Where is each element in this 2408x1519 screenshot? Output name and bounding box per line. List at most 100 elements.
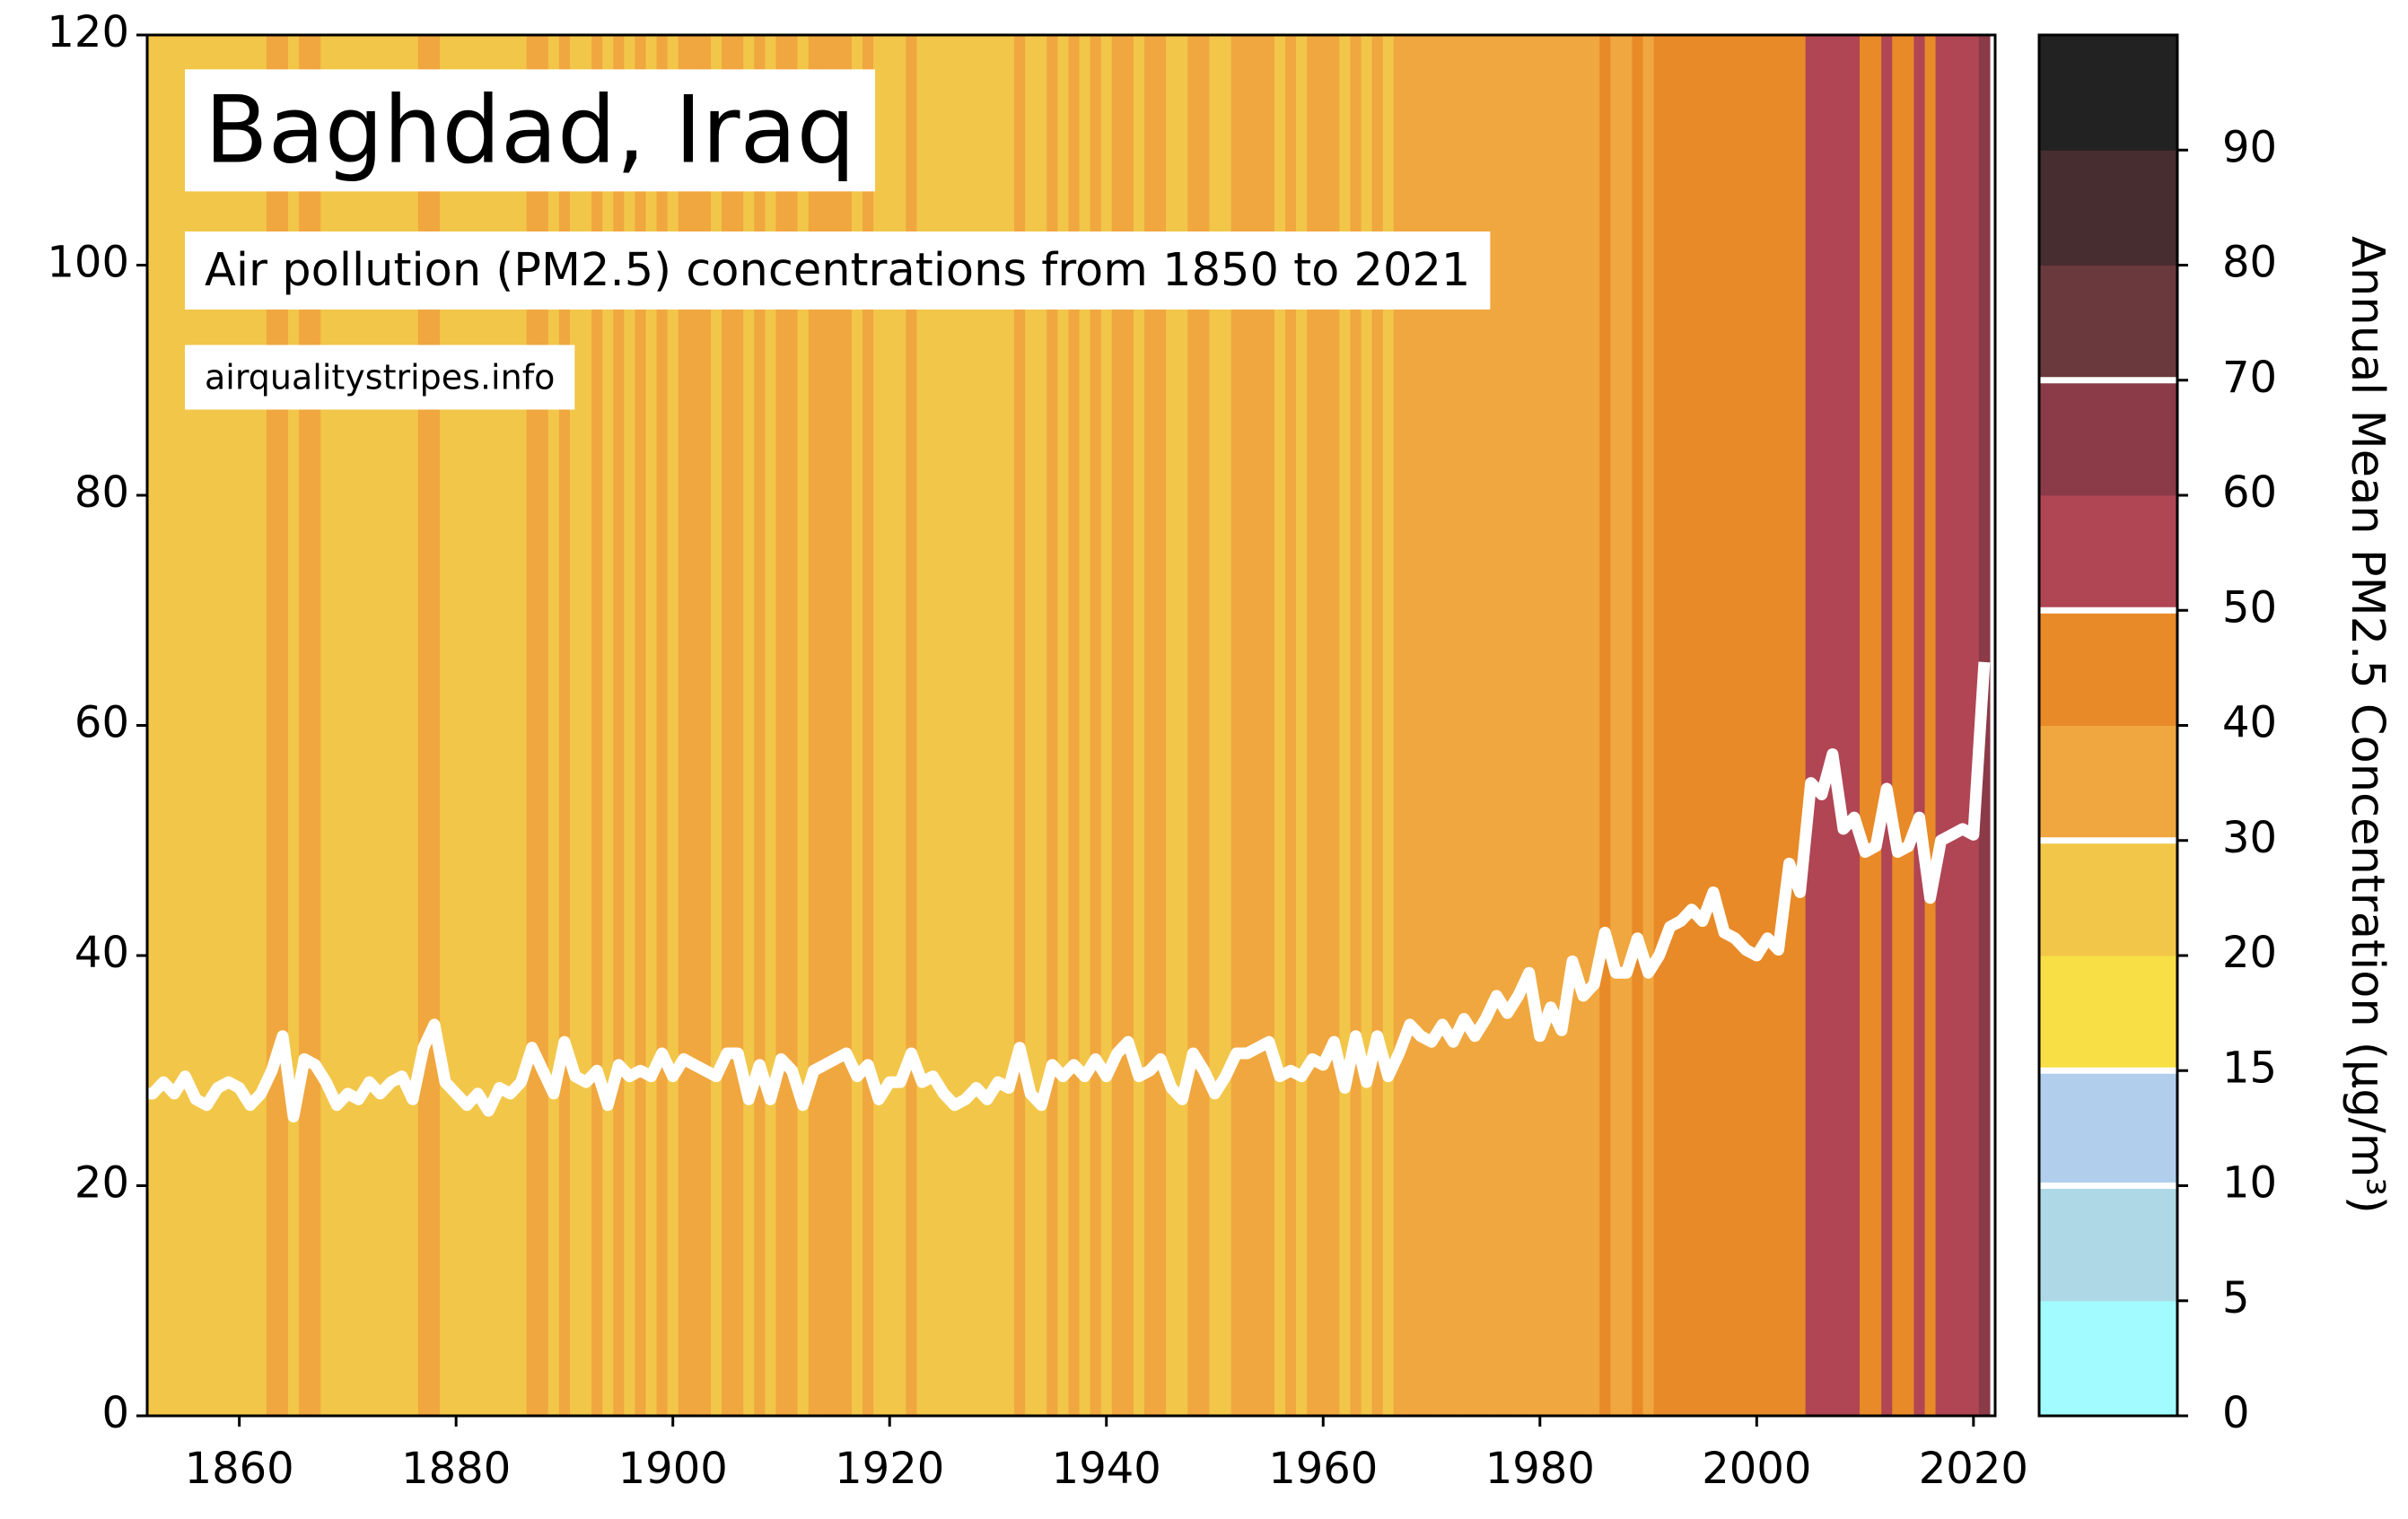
stripe xyxy=(938,35,950,1416)
colorbar-tick-label: 5 xyxy=(2222,1273,2250,1323)
stripe xyxy=(1935,35,1948,1416)
stripe xyxy=(1610,35,1622,1416)
chart-subtitle: Air pollution (PM2.5) concentrations fro… xyxy=(205,244,1470,297)
colorbar-bin xyxy=(2039,380,2177,496)
stripe xyxy=(1653,35,1666,1416)
subtitle-box xyxy=(185,231,1491,310)
stripe xyxy=(873,35,885,1416)
stripe xyxy=(1848,35,1861,1416)
stripe xyxy=(1773,35,1785,1416)
colorbar-bin xyxy=(2039,495,2177,611)
stripe xyxy=(1664,35,1677,1416)
y-tick-label: 80 xyxy=(74,467,129,518)
stripe xyxy=(1621,35,1633,1416)
y-tick-label: 20 xyxy=(74,1158,129,1209)
stripe xyxy=(1946,35,1958,1416)
stripe xyxy=(1480,35,1493,1416)
stripe xyxy=(1252,35,1265,1416)
stripe xyxy=(1816,35,1828,1416)
stripe xyxy=(1783,35,1796,1416)
colorbar-bin xyxy=(2039,840,2177,956)
stripe xyxy=(1762,35,1774,1416)
stripe xyxy=(1686,35,1698,1416)
stripe xyxy=(169,35,180,1416)
stripe xyxy=(1555,35,1568,1416)
x-tick-label: 1920 xyxy=(835,1444,944,1494)
stripe xyxy=(1642,35,1655,1416)
colorbar-tick-label: 0 xyxy=(2222,1388,2250,1438)
stripe xyxy=(1404,35,1416,1416)
stripe xyxy=(981,35,994,1416)
stripe xyxy=(1589,35,1600,1416)
stripe xyxy=(959,35,972,1416)
stripe xyxy=(927,35,940,1416)
stripe xyxy=(1632,35,1644,1416)
stripe xyxy=(1534,35,1546,1416)
stripe xyxy=(1545,35,1557,1416)
stripe xyxy=(1241,35,1254,1416)
stripe xyxy=(1414,35,1427,1416)
x-tick-label: 1880 xyxy=(401,1444,511,1494)
stripe xyxy=(158,35,170,1416)
stripe xyxy=(1881,35,1893,1416)
stripe xyxy=(1967,35,1980,1416)
stripe xyxy=(1913,35,1926,1416)
stripe xyxy=(1826,35,1839,1416)
colorbar-tick-label: 10 xyxy=(2222,1158,2277,1209)
colorbar-tick-label: 50 xyxy=(2222,582,2277,633)
stripe xyxy=(884,35,896,1416)
stripe xyxy=(1578,35,1589,1416)
colorbar-tick-label: 20 xyxy=(2222,928,2277,978)
x-tick-label: 1940 xyxy=(1052,1444,1161,1494)
x-tick-label: 2000 xyxy=(1702,1444,1811,1494)
colorbar-bin xyxy=(2039,1070,2177,1186)
stripe xyxy=(1751,35,1763,1416)
line-group xyxy=(147,661,1991,1123)
stripe xyxy=(970,35,983,1416)
stripe xyxy=(602,35,614,1416)
stripe xyxy=(1696,35,1709,1416)
stripe xyxy=(1469,35,1481,1416)
stripe xyxy=(1318,35,1329,1416)
colorbar-label: Annual Mean PM2.5 Concentration (µg/m³) xyxy=(2341,236,2394,1214)
stripe xyxy=(1502,35,1514,1416)
x-tick-label: 2020 xyxy=(1919,1444,2028,1494)
colorbar-tick-label: 80 xyxy=(2222,238,2277,288)
stripe xyxy=(147,35,159,1416)
y-tick-label: 100 xyxy=(47,238,129,288)
colorbar-tick-label: 60 xyxy=(2222,467,2277,518)
y-tick-label: 60 xyxy=(74,698,129,748)
stripe xyxy=(1805,35,1817,1416)
colorbar-bin xyxy=(2039,1185,2177,1302)
stripe xyxy=(1448,35,1459,1416)
stripe xyxy=(1729,35,1741,1416)
colorbar-bin xyxy=(2039,610,2177,726)
y-tick-label: 120 xyxy=(47,7,129,57)
stripe xyxy=(1458,35,1470,1416)
pm25-line xyxy=(147,661,1991,1123)
colorbar-bin xyxy=(2039,1300,2177,1417)
stripe xyxy=(1491,35,1503,1416)
stripe xyxy=(797,35,810,1416)
colorbar-tick-label: 70 xyxy=(2222,353,2277,403)
stripe xyxy=(1740,35,1752,1416)
x-tick-label: 1860 xyxy=(185,1444,294,1494)
source: airqualitystripes.info xyxy=(205,358,555,397)
stripe xyxy=(1837,35,1850,1416)
colorbar-bin xyxy=(2039,35,2177,151)
colorbar-bin xyxy=(2039,150,2177,266)
x-tick-label: 1960 xyxy=(1268,1444,1378,1494)
title-box xyxy=(185,69,876,192)
colorbar: 0 5 10 15 20 30 40 50 60 70 80 90 xyxy=(2037,33,2277,1438)
colorbar-bin xyxy=(2039,956,2177,1071)
colorbar-bin xyxy=(2039,265,2177,381)
x-tick-label: 1980 xyxy=(1485,1444,1595,1494)
x-tick-label: 1900 xyxy=(618,1444,728,1494)
stripe xyxy=(1425,35,1438,1416)
colorbar-tick-label: 15 xyxy=(2222,1043,2277,1093)
colorbar-tick-label: 90 xyxy=(2222,122,2277,172)
y-tick-label: 0 xyxy=(101,1388,129,1438)
stripe xyxy=(1870,35,1882,1416)
stripe xyxy=(1794,35,1807,1416)
